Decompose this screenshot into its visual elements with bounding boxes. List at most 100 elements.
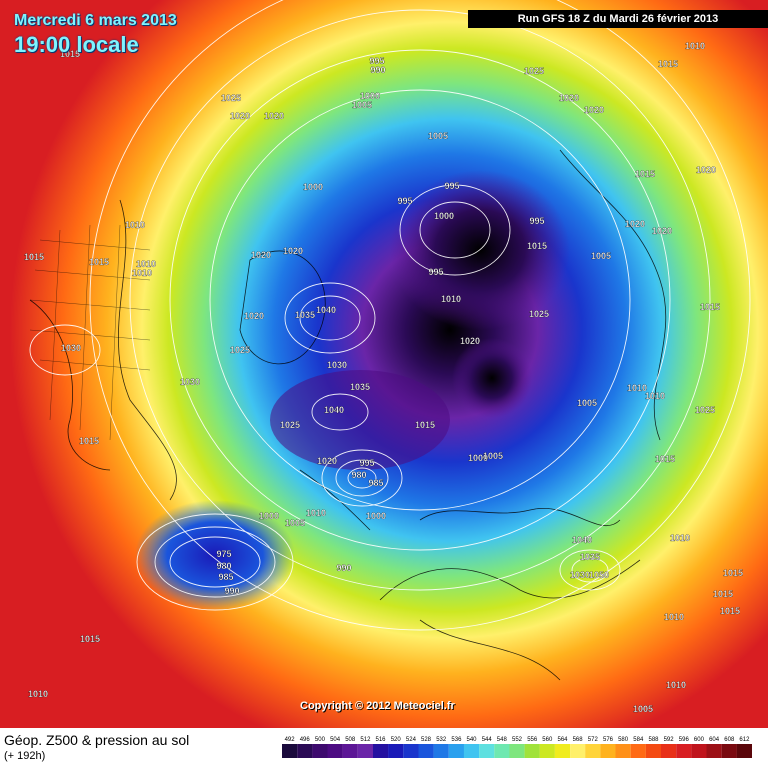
scale-swatch [691,744,707,758]
isobar-label: 1030 [327,360,347,370]
forecast-time: 19:00 locale [14,32,139,57]
isobar-label: 1030 [61,343,81,353]
isobar-label: 1020 [264,111,284,121]
map-background [0,0,768,728]
isobar-label: 985 [218,572,233,582]
scale-tick-label: 576 [603,737,614,743]
color-scale: 492 496 500 504 508 512 516 520 524 528 532 536 540 5… [282,737,752,758]
isobar-label: 995 [529,216,544,226]
isobar-label: 1010 [132,268,152,278]
scale-swatch [524,744,540,758]
isobar-label: 1005 [633,704,653,714]
scale-swatch [342,744,358,758]
model-run-label: Run GFS 18 Z du Mardi 26 février 2013 [468,10,768,28]
scale-tick-label: 556 [527,737,538,743]
isobar-label: 1020 [559,93,579,103]
isobar-label: 995 [397,196,412,206]
isobar-label: 1025 [524,66,544,76]
isobar-label: 1025 [221,93,241,103]
isobar-label: 1000 [303,182,323,192]
isobar-label: 975 [216,549,231,559]
isobar-label: 1010 [28,689,48,699]
isobar-label: 985 [368,478,383,488]
scale-swatch [721,744,737,758]
scale-tick-label: 516 [375,737,386,743]
isobar-label: 1050 [589,570,609,580]
isobar-label: 1015 [700,302,720,312]
scale-tick-label: 532 [436,737,447,743]
isobar-label: 1000 [434,211,454,221]
isobar-label: 1025 [280,420,300,430]
isobar-label: 1025 [695,405,715,415]
isobar-label: 1035 [295,310,315,320]
isobar-label: 1020 [652,226,672,236]
scale-tick-label: 600 [694,737,705,743]
scale-tick-label: 596 [679,737,690,743]
scale-tick-label: 512 [360,737,371,743]
scale-swatch [448,744,464,758]
isobar-label: 1015 [60,49,80,59]
scale-tick-label: 528 [421,737,432,743]
isobar-label: 1025 [529,309,549,319]
isobar-label: 1005 [483,451,503,461]
scale-swatch [736,744,752,758]
isobar-label: 1040 [324,405,344,415]
scale-tick-label: 496 [300,737,311,743]
scale-swatch [388,744,404,758]
isobar-label: 1015 [720,606,740,616]
scale-swatch [676,744,692,758]
isobar-label: 1025 [230,345,250,355]
scale-swatch [509,744,525,758]
isobar-label: 1010 [685,41,705,51]
isobar-label: 1020 [460,336,480,346]
scale-tick-label: 592 [664,737,675,743]
low-core-east [452,338,532,418]
isobar-label: 1035 [350,382,370,392]
scale-swatch [554,744,571,758]
scale-tick-label: 500 [315,737,326,743]
isobar-label: 1010 [306,508,326,518]
scale-swatch [312,744,328,758]
coastlines [29,149,667,681]
isobar-label: 1010 [664,612,684,622]
scale-tick-label: 604 [709,737,720,743]
scale-swatch [570,744,586,758]
scale-swatch [282,744,298,758]
scale-swatch [357,744,373,758]
isobar-label: 1020 [244,311,264,321]
isobar-label: 1010 [645,391,665,401]
isobar-label: 1015 [415,420,435,430]
scale-tick-label: 508 [345,737,356,743]
scale-swatch [479,744,495,758]
scale-swatch [494,744,510,758]
scale-tick-label: 564 [557,737,568,743]
scale-swatch [630,744,646,758]
scale-tick-label: 540 [466,737,477,743]
isobar-label: 1000 [360,91,380,101]
isobar-label: 1010 [666,680,686,690]
isobar-label: 1000 [468,453,488,463]
isobar-label: 1015 [79,436,99,446]
isobar-lines [29,0,751,631]
isobar-label: 1020 [230,111,250,121]
isobar-label: 995 [359,458,374,468]
isobar-label: 995 [428,267,443,277]
scale-swatch [706,744,722,758]
scale-tick-label: 568 [573,737,584,743]
scale-tick-label: 580 [618,737,629,743]
isobar-label: 1010 [670,533,690,543]
scale-swatch [373,744,389,758]
scale-swatch [539,744,555,758]
isobar-label: 1015 [80,634,100,644]
scale-tick-label: 612 [739,737,750,743]
scale-swatch [418,744,434,758]
atlantic-low [135,500,295,610]
isobar-label: 995 [369,56,384,66]
isobar-label: 980 [216,561,231,571]
isobar-label: 1005 [591,251,611,261]
scale-tick-label: 520 [391,737,402,743]
isobar-label: 990 [370,65,385,75]
isobar-label: 1020 [625,219,645,229]
